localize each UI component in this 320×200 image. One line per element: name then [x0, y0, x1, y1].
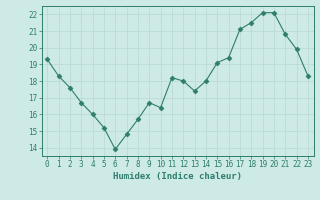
- X-axis label: Humidex (Indice chaleur): Humidex (Indice chaleur): [113, 172, 242, 181]
